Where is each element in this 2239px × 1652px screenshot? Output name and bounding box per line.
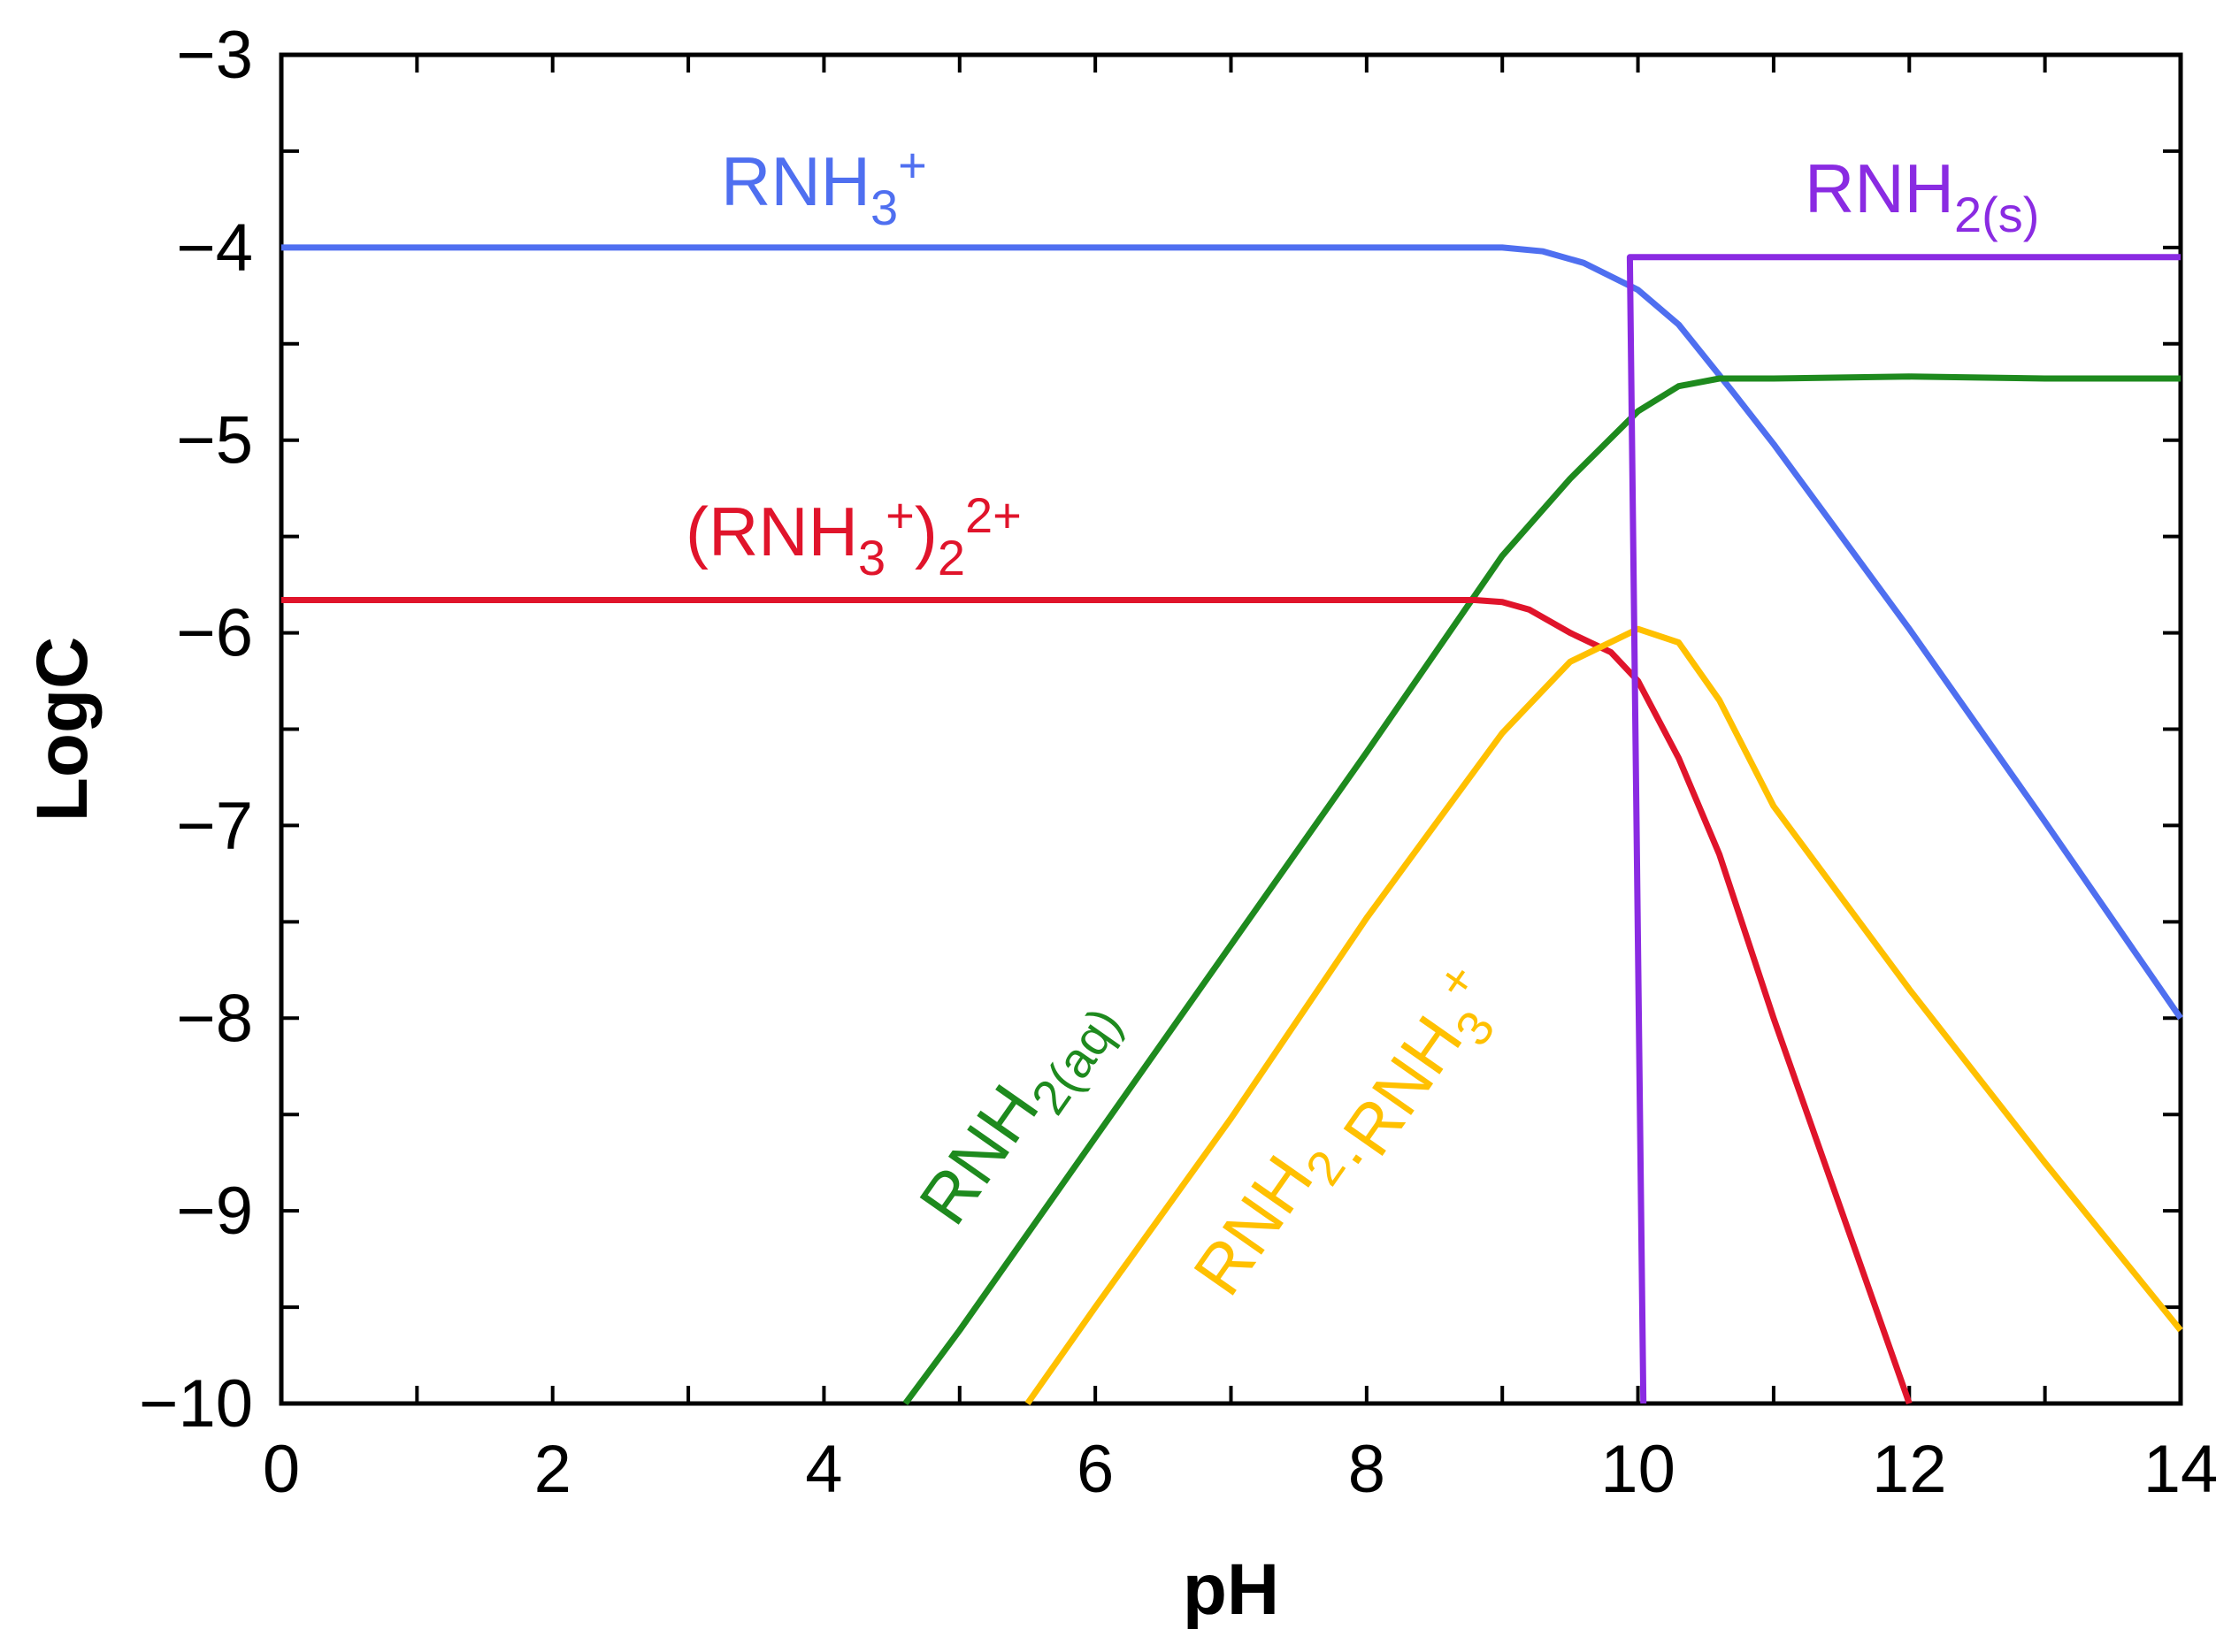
x-tick-label: 2 <box>534 1432 571 1507</box>
label-rnh3-dimer: (RNH3+)22+ <box>686 487 1022 585</box>
series-rnh3-2-2 <box>280 597 1913 1405</box>
x-tick-label: 10 <box>1600 1432 1675 1507</box>
y-tick-label: −5 <box>176 403 253 478</box>
y-tick-label: −6 <box>176 596 253 671</box>
x-tick-label: 14 <box>2143 1432 2219 1507</box>
series-line <box>281 244 2183 1021</box>
label-rnh3-plus: RNH3+ <box>721 137 927 235</box>
labels-layer: RNH3+ RNH2(s) (RNH3+)22+ RNH2(aq)RNH2·RNH3+ <box>686 137 2039 1342</box>
series-rnh2-aq <box>902 373 2181 1406</box>
label-rnh2-aq: RNH2(aq) <box>904 976 1132 1247</box>
series-rnh2-rnh3 <box>1024 625 2183 1406</box>
y-tick-label: −4 <box>176 210 253 286</box>
series-line <box>1024 625 2183 1406</box>
series-line <box>281 597 1913 1405</box>
series-layer <box>280 244 2183 1406</box>
series-rnh2-s <box>1626 254 2181 1404</box>
x-tick-label: 8 <box>1348 1432 1385 1507</box>
y-tick-label: −9 <box>176 1174 253 1249</box>
y-tick-label: −8 <box>176 981 253 1056</box>
x-axis-title: pH <box>1183 1549 1279 1630</box>
label-rnh2-s: RNH2(s) <box>1805 149 2039 242</box>
y-axis-title: LogC <box>22 637 103 822</box>
x-tick-label: 4 <box>805 1432 842 1507</box>
y-tick-label: −7 <box>176 788 253 863</box>
series-line <box>902 373 2181 1406</box>
y-tick-label: −3 <box>176 18 253 93</box>
label-rnh2-rnh3: RNH2·RNH3+ <box>1178 931 1522 1342</box>
axes-layer: 0 2 4 6 8 10 12 14 −10 −9 −8 −7 −6 −5 −4 −3 pH LogC <box>22 18 2218 1630</box>
y-tick-label: −10 <box>139 1366 253 1442</box>
series-line <box>1626 254 2181 1404</box>
x-tick-label: 0 <box>263 1432 300 1507</box>
x-tick-label: 6 <box>1077 1432 1114 1507</box>
series-rnh3 <box>280 244 2183 1021</box>
x-tick-label: 12 <box>1872 1432 1947 1507</box>
